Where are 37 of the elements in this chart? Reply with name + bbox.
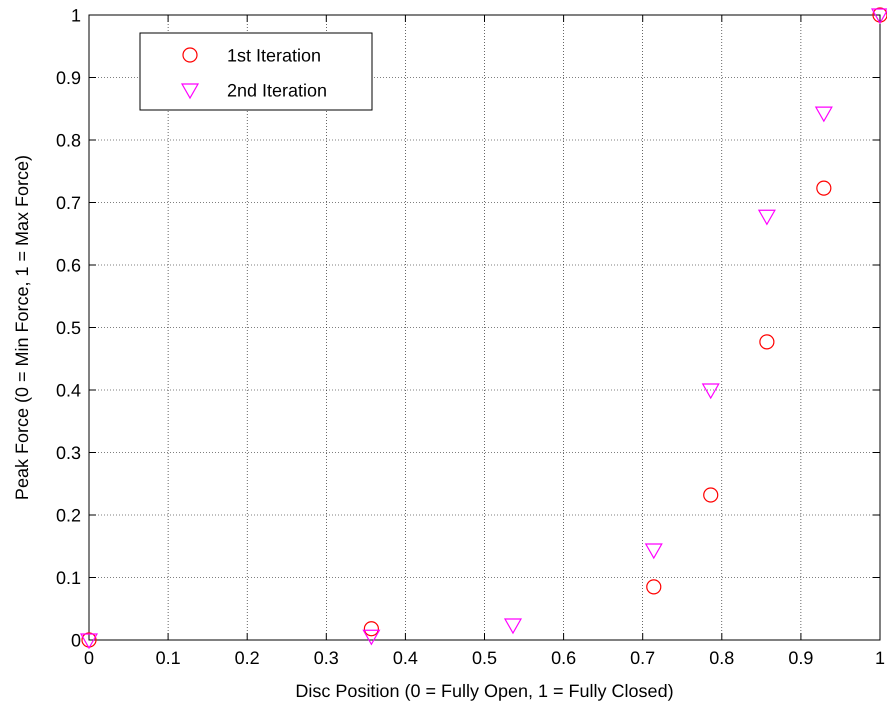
y-tick-label: 0.1 [56, 568, 81, 588]
y-tick-label: 0 [70, 630, 81, 650]
y-axis-title: Peak Force (0 = Min Force, 1 = Max Force) [12, 154, 32, 500]
point [703, 487, 718, 503]
point [758, 210, 776, 225]
x-tick-label: 0.3 [314, 648, 339, 668]
y-tick-label: 1 [70, 5, 81, 26]
y-tick-label: 0.8 [56, 130, 81, 150]
y-tick-label: 0.6 [56, 255, 81, 276]
x-tick-label: 0.2 [234, 648, 260, 668]
x-tick-label: 0.9 [788, 648, 814, 668]
x-axis-title: Disc Position (0 = Fully Open, 1 = Fully Closed) [295, 681, 674, 701]
y-tick-label: 0.9 [56, 68, 81, 88]
y-tick-label: 0.2 [56, 505, 81, 526]
point [702, 383, 720, 399]
x-tick-label: 0.7 [630, 648, 656, 668]
y-tick-label: 0.5 [56, 318, 81, 338]
point [646, 579, 662, 594]
x-tick-label: 0.8 [709, 648, 734, 668]
point [815, 106, 832, 122]
point [645, 543, 662, 559]
x-tick-label: 1 [874, 648, 886, 668]
y-tick-label: 0.7 [56, 192, 81, 213]
x-tick-label: 0.5 [472, 648, 498, 668]
x-tick-label: 0.4 [392, 648, 418, 668]
point [816, 180, 832, 196]
point [364, 621, 379, 636]
point [759, 334, 774, 350]
legend-label: 2nd Iteration [227, 80, 328, 100]
y-tick-label: 0.3 [56, 442, 81, 463]
y-tick-label: 0.4 [56, 380, 81, 400]
x-tick-label: 0.1 [156, 648, 181, 668]
point [362, 630, 380, 645]
point [504, 618, 522, 634]
legend-label: 1st Iteration [227, 45, 322, 66]
x-tick-label: 0 [84, 648, 94, 668]
x-tick-label: 0.6 [551, 648, 576, 668]
